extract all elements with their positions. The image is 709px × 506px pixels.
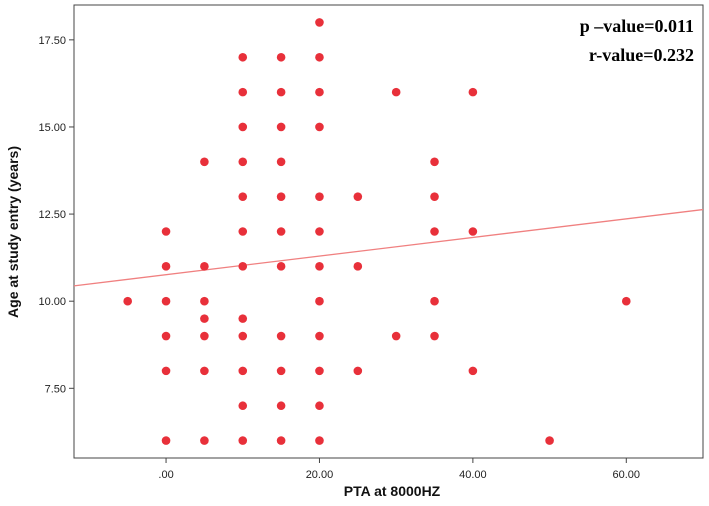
data-point (276, 331, 286, 341)
data-point (468, 87, 478, 97)
data-point (315, 331, 324, 341)
x-axis-title: PTA at 8000HZ (344, 483, 441, 499)
data-point (353, 192, 363, 201)
data-point (238, 157, 248, 167)
y-axis-title: Age at study entry (years) (5, 146, 21, 318)
data-point (161, 436, 171, 445)
x-tick-label: .00 (158, 469, 173, 481)
data-point (276, 192, 286, 201)
x-axis-ticks: .00 20.00 40.00 60.00 (158, 458, 640, 481)
data-point (276, 262, 286, 271)
data-point (238, 262, 248, 271)
data-point (161, 331, 171, 341)
p-value-annotation: p –value=0.011 (580, 16, 694, 36)
regression-line (73, 208, 704, 287)
data-point (238, 227, 248, 236)
y-tick-label: 17.50 (38, 35, 66, 47)
data-point (238, 122, 248, 132)
data-point (200, 296, 209, 306)
data-point (430, 296, 439, 306)
data-point (200, 262, 209, 271)
data-point (161, 296, 171, 306)
data-point (315, 227, 324, 236)
data-point (315, 52, 324, 62)
data-point (200, 331, 209, 341)
y-tick-label: 7.50 (45, 383, 66, 395)
data-point (315, 18, 324, 27)
data-point (621, 296, 631, 306)
data-point (276, 436, 286, 445)
data-point (315, 296, 324, 306)
r-value-annotation: r-value=0.232 (589, 45, 694, 65)
data-point (468, 227, 478, 236)
data-point (315, 122, 324, 132)
data-point (238, 366, 248, 376)
data-point (276, 157, 286, 167)
data-point (238, 436, 248, 445)
data-point (276, 366, 286, 376)
data-point (315, 436, 324, 445)
data-point (123, 296, 132, 306)
data-point (430, 331, 439, 341)
data-point (315, 192, 324, 201)
data-point (276, 401, 286, 411)
data-point (276, 52, 286, 62)
data-point (161, 227, 171, 236)
data-point (276, 122, 286, 132)
data-point (238, 401, 248, 411)
data-point (391, 331, 401, 341)
y-tick-label: 15.00 (38, 122, 66, 134)
x-tick-label: 40.00 (459, 469, 487, 481)
y-tick-label: 10.00 (38, 296, 66, 308)
data-points (123, 18, 631, 445)
data-point (315, 366, 324, 376)
data-point (353, 366, 363, 376)
data-point (200, 157, 209, 167)
y-axis-ticks: 7.50 10.00 12.50 15.00 17.50 (38, 35, 74, 395)
data-point (430, 157, 439, 167)
data-point (238, 314, 248, 323)
data-point (545, 436, 554, 445)
data-point (430, 192, 439, 201)
x-tick-label: 60.00 (613, 469, 641, 481)
data-point (161, 262, 171, 271)
data-point (238, 331, 248, 341)
data-point (430, 227, 439, 236)
data-point (391, 87, 401, 97)
data-point (468, 366, 478, 376)
x-tick-label: 20.00 (306, 469, 334, 481)
data-point (200, 314, 209, 323)
data-point (161, 366, 171, 376)
y-tick-label: 12.50 (38, 209, 66, 221)
data-point (200, 436, 209, 445)
data-point (276, 227, 286, 236)
data-point (276, 87, 286, 97)
data-point (238, 52, 248, 62)
data-point (353, 262, 363, 271)
data-point (315, 87, 324, 97)
data-point (238, 87, 248, 97)
data-point (200, 366, 209, 376)
data-point (315, 401, 324, 411)
data-point (315, 262, 324, 271)
data-point (238, 192, 248, 201)
plot-area (73, 4, 704, 459)
